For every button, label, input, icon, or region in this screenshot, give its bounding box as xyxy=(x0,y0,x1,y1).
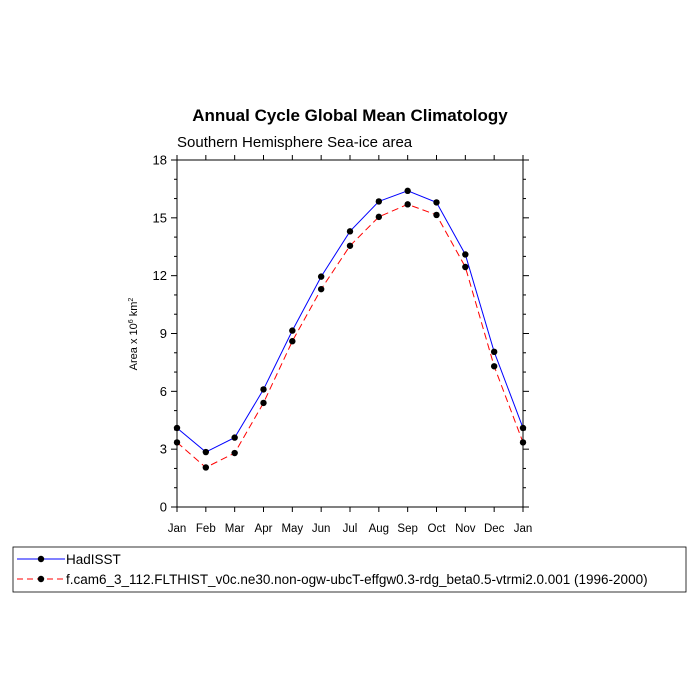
legend-marker-model xyxy=(37,575,45,583)
data-point-model xyxy=(289,338,296,345)
legend: HadISST f.cam6_3_112.FLTHIST_v0c.ne30.no… xyxy=(12,546,687,593)
axis-ticks xyxy=(171,155,529,512)
data-point-hadisst xyxy=(346,228,354,235)
x-tick-label: Oct xyxy=(428,523,447,535)
legend-label-model: f.cam6_3_112.FLTHIST_v0c.ne30.non-ogw-ub… xyxy=(66,572,648,587)
data-point-hadisst xyxy=(173,424,181,432)
data-point-hadisst xyxy=(462,251,469,258)
x-tick-label: Mar xyxy=(225,523,245,535)
data-point-hadisst xyxy=(375,198,383,205)
data-point-model xyxy=(404,201,411,208)
series-markers xyxy=(173,187,527,471)
x-tick-label: Apr xyxy=(255,523,273,535)
data-point-model xyxy=(462,263,469,271)
x-tick-label: Jun xyxy=(312,523,331,535)
y-tick-label: 15 xyxy=(153,210,167,225)
chart-subtitle: Southern Hemisphere Sea-ice area xyxy=(177,134,413,151)
data-point-model xyxy=(173,439,181,446)
data-point-model xyxy=(202,464,210,471)
x-tick-label: Aug xyxy=(369,523,389,535)
y-tick-label: 6 xyxy=(160,384,167,399)
x-tick-label: Nov xyxy=(455,523,476,535)
y-axis-label-exponent: 6 xyxy=(128,319,135,323)
y-axis-label-unit: km xyxy=(128,302,140,320)
x-tick-label: Feb xyxy=(196,523,216,535)
y-tick-label: 9 xyxy=(160,326,167,341)
plot-area: 0 3 6 9 12 15 18 Jan Feb Mar Apr May Jun Jul Aug Sep Oc… xyxy=(153,153,533,536)
data-point-model xyxy=(433,211,440,219)
x-tick-label: Jan xyxy=(168,523,187,535)
data-point-model xyxy=(490,363,498,370)
legend-box xyxy=(12,546,687,593)
data-point-hadisst xyxy=(519,424,527,432)
data-point-hadisst xyxy=(317,273,325,280)
data-point-model xyxy=(260,399,267,407)
data-point-hadisst xyxy=(433,199,440,206)
data-point-hadisst xyxy=(260,386,267,393)
data-point-hadisst xyxy=(404,187,411,195)
x-tick-label: Jul xyxy=(343,523,358,535)
data-point-model xyxy=(231,449,238,457)
data-point-model xyxy=(375,213,383,221)
x-tick-labels: Jan Feb Mar Apr May Jun Jul Aug Sep Oct Nov Dec Jan xyxy=(168,523,533,535)
y-axis-label-unit-exponent: 2 xyxy=(128,298,135,302)
legend-label-hadisst: HadISST xyxy=(66,552,121,567)
legend-marker-hadisst xyxy=(37,555,45,563)
y-tick-labels: 0 3 6 9 12 15 18 xyxy=(153,153,167,515)
x-tick-label: Jan xyxy=(514,523,533,535)
data-point-model xyxy=(519,439,527,446)
x-tick-label: May xyxy=(281,523,303,535)
y-tick-label: 12 xyxy=(153,268,167,283)
chart-title: Annual Cycle Global Mean Climatology xyxy=(192,106,508,125)
data-point-model xyxy=(346,242,354,249)
x-tick-label: Sep xyxy=(397,523,417,535)
x-tick-label: Dec xyxy=(484,523,505,535)
y-tick-label: 3 xyxy=(160,442,167,457)
y-axis-label-text: Area x 10 xyxy=(128,323,140,370)
data-point-model xyxy=(317,285,325,293)
data-point-hadisst xyxy=(490,348,498,356)
data-point-hadisst xyxy=(202,448,210,456)
data-point-hadisst xyxy=(289,327,296,334)
y-tick-label: 18 xyxy=(153,153,167,168)
y-axis-label: Area x 106 km2 xyxy=(128,298,140,371)
plot-frame xyxy=(176,159,524,508)
y-tick-label: 0 xyxy=(160,500,167,515)
data-point-hadisst xyxy=(231,434,238,441)
